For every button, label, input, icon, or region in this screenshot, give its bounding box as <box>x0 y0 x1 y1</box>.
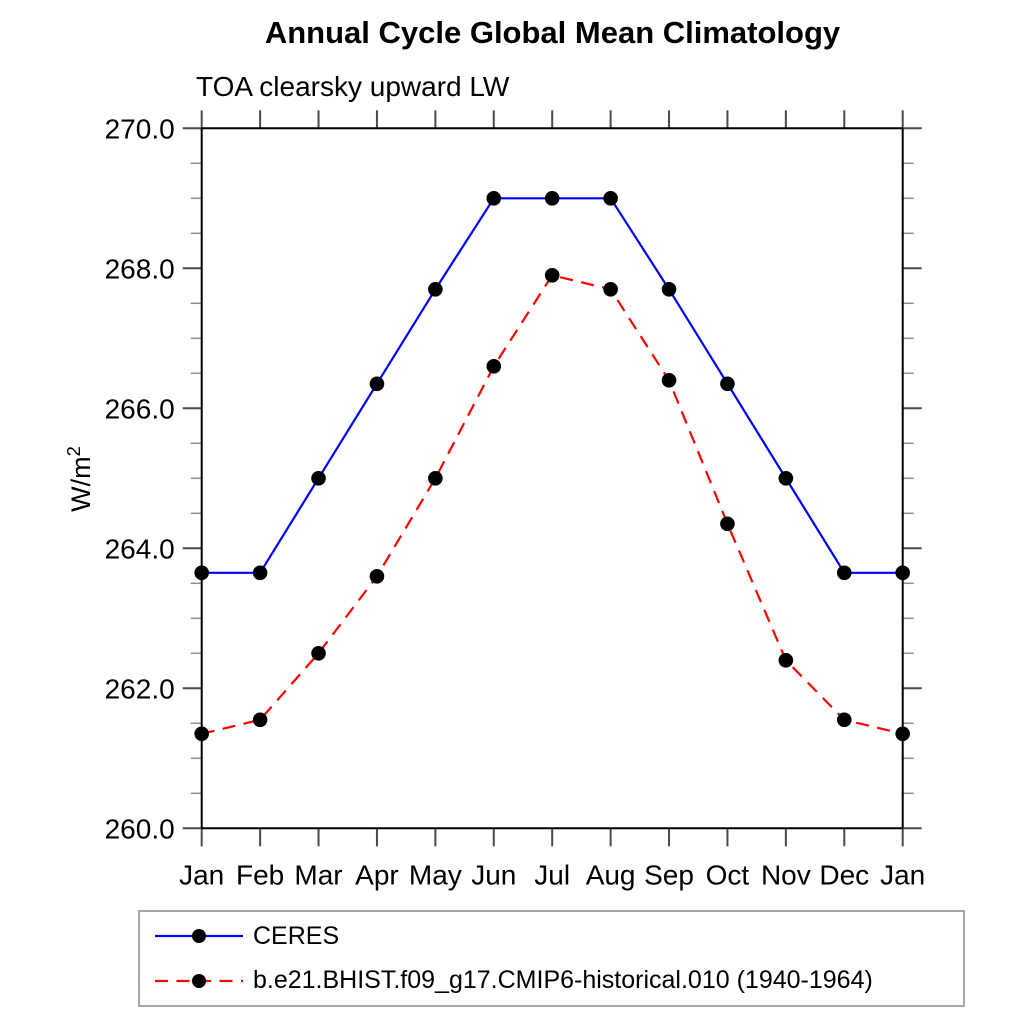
data-point-marker <box>836 712 852 728</box>
series-line-ceres <box>201 197 903 574</box>
legend-label-model: b.e21.BHIST.f09_g17.CMIP6-historical.010… <box>253 966 873 995</box>
data-point-marker <box>486 191 502 206</box>
y-tick-label: 268.0 <box>105 253 175 284</box>
data-point-marker <box>603 191 618 206</box>
data-point-marker <box>311 646 326 661</box>
chart-subtitle: TOA clearsky upward LW <box>196 71 510 102</box>
x-tick-label: Jan <box>880 859 925 890</box>
x-tick-label: Oct <box>706 859 750 890</box>
data-point-marker <box>836 565 852 581</box>
data-point-marker <box>252 565 268 581</box>
legend-label-ceres: CERES <box>253 921 340 950</box>
data-point-marker <box>720 376 735 392</box>
x-tick-label: May <box>409 859 462 890</box>
x-tick-label: Mar <box>294 859 342 890</box>
data-point-marker <box>661 282 677 297</box>
x-tick-label: Aug <box>586 859 636 890</box>
x-tick-label: Sep <box>644 859 694 890</box>
x-tick-label: Feb <box>236 859 284 890</box>
legend-line-sample-solid <box>155 929 243 944</box>
x-tick-label: Nov <box>761 859 811 890</box>
legend-entry-model: b.e21.BHIST.f09_g17.CMIP6-historical.010… <box>140 961 963 1001</box>
data-point-marker <box>486 359 502 374</box>
data-point-marker <box>311 471 326 486</box>
y-tick-label: 260.0 <box>105 813 175 844</box>
data-point-marker <box>778 471 794 486</box>
data-point-marker <box>895 565 910 581</box>
series-line-model <box>201 274 903 735</box>
y-tick-label: 270.0 <box>105 113 175 144</box>
data-point-marker <box>661 373 677 388</box>
y-tick-label: 264.0 <box>105 533 175 564</box>
x-tick-label: Jan <box>179 859 224 890</box>
y-tick-label: 262.0 <box>105 673 175 704</box>
chart-title: Annual Cycle Global Mean Climatology <box>264 15 841 50</box>
data-point-marker <box>252 712 268 728</box>
y-tick-label: 266.0 <box>105 393 175 424</box>
data-point-marker <box>428 471 443 486</box>
data-point-marker <box>428 282 443 297</box>
legend-entry-ceres: CERES <box>140 916 963 956</box>
x-tick-label: Dec <box>819 859 869 890</box>
data-point-marker <box>369 376 385 392</box>
x-tick-label: Jul <box>534 859 570 890</box>
data-point-marker <box>778 653 794 668</box>
x-tick-label: Apr <box>355 859 399 890</box>
data-point-marker <box>194 726 209 742</box>
legend-line-sample-dashed <box>155 973 243 988</box>
data-point-marker <box>194 565 209 581</box>
data-point-marker <box>895 726 910 742</box>
x-tick-label: Jun <box>471 859 516 890</box>
data-point-marker <box>720 516 735 532</box>
data-point-marker <box>369 569 385 584</box>
legend: CERES b.e21.BHIST.f09_g17.CMIP6-historic… <box>138 910 965 1007</box>
data-point-marker <box>603 282 618 297</box>
data-point-marker <box>544 191 560 206</box>
data-point-marker <box>544 268 560 283</box>
